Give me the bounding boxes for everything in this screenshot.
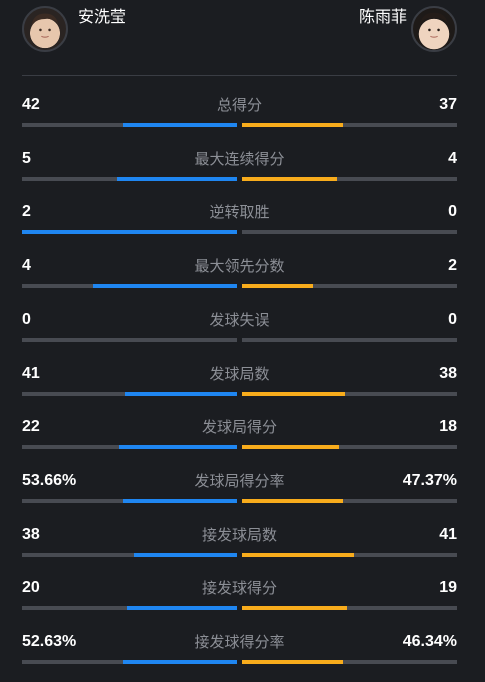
player-left-avatar[interactable] (22, 6, 68, 52)
stat-right-value: 47.37% (402, 472, 457, 489)
stat-right-bar-track (242, 499, 457, 503)
stat-right-value: 37 (439, 96, 457, 113)
header-divider (22, 75, 457, 76)
stat-left-value: 42 (22, 96, 40, 113)
player-photo-icon (31, 13, 59, 38)
stat-row: 41 发球局数 38 (22, 364, 457, 400)
stat-right-bar-fill (242, 177, 337, 181)
stat-left-bar-fill (123, 499, 237, 503)
stat-left-value: 4 (22, 257, 31, 274)
stat-row: 52.63% 接发球得分率 46.34% (22, 632, 457, 668)
stat-right-bar-fill (242, 284, 313, 288)
stat-right-value: 38 (439, 365, 457, 382)
stat-row: 2 逆转取胜 0 (22, 202, 457, 238)
stat-right-bar-track (242, 230, 457, 234)
stat-left-bar-fill (118, 445, 237, 449)
stat-label: 发球失误 (209, 311, 270, 329)
stat-right-bar-track (242, 392, 457, 396)
match-header: 安洗莹 陈雨菲 (0, 0, 485, 76)
stat-left-bar-fill (133, 553, 237, 557)
stat-left-bar-fill (116, 177, 237, 181)
stat-left-bar-track (22, 123, 237, 127)
player-right-avatar[interactable] (411, 6, 457, 52)
stat-right-bar-fill (242, 392, 346, 396)
stat-right-value: 0 (448, 203, 457, 220)
stat-label: 发球局得分率 (194, 472, 285, 490)
stat-left-value: 38 (22, 526, 40, 543)
stat-left-bar-fill (123, 123, 237, 127)
stat-left-bar-fill (127, 606, 237, 610)
stat-row: 20 接发球得分 19 (22, 578, 457, 614)
stat-row: 0 发球失误 0 (22, 310, 457, 346)
stat-right-value: 2 (448, 257, 457, 274)
stat-right-bar-track (242, 177, 457, 181)
stat-left-bar-track (22, 284, 237, 288)
stat-left-value: 52.63% (22, 633, 77, 650)
player-photo-icon (419, 12, 449, 38)
stat-left-bar-track (22, 392, 237, 396)
stat-right-value: 41 (439, 526, 457, 543)
stat-label: 接发球得分 (201, 579, 277, 597)
stat-label: 发球局数 (209, 365, 270, 383)
stat-right-bar-track (242, 284, 457, 288)
stat-row: 53.66% 发球局得分率 47.37% (22, 471, 457, 507)
stat-right-bar-fill (242, 445, 339, 449)
stat-left-bar-track (22, 338, 237, 342)
stat-label: 接发球局数 (201, 526, 277, 544)
stat-left-value: 53.66% (22, 472, 77, 489)
stat-right-bar-track (242, 553, 457, 557)
stat-right-value: 4 (448, 150, 457, 167)
stat-right-bar-fill (242, 499, 344, 503)
stat-left-bar-track (22, 445, 237, 449)
stat-right-bar-fill (242, 553, 354, 557)
stat-label: 接发球得分率 (194, 633, 285, 651)
stat-left-bar-track (22, 230, 237, 234)
stat-right-bar-track (242, 338, 457, 342)
stat-label: 总得分 (216, 96, 262, 114)
stat-right-bar-fill (242, 123, 344, 127)
player-left-name: 安洗莹 (78, 7, 127, 26)
stat-left-bar-track (22, 660, 237, 664)
stat-left-bar-fill (125, 392, 237, 396)
stat-left-bar-track (22, 177, 237, 181)
stat-left-bar-track (22, 606, 237, 610)
stat-right-bar-fill (242, 660, 344, 664)
stat-left-value: 22 (22, 418, 40, 435)
stat-row: 5 最大连续得分 4 (22, 149, 457, 185)
stat-left-bar-fill (22, 230, 237, 234)
stat-right-value: 0 (448, 311, 457, 328)
stat-left-value: 20 (22, 579, 40, 596)
stat-right-value: 46.34% (402, 633, 457, 650)
stat-row: 4 最大领先分数 2 (22, 256, 457, 292)
stat-label: 逆转取胜 (209, 203, 270, 221)
stat-row: 42 总得分 37 (22, 95, 457, 131)
stat-label: 发球局得分 (201, 418, 277, 436)
stat-right-value: 19 (439, 579, 457, 596)
stat-left-bar-fill (92, 284, 237, 288)
stat-row: 38 接发球局数 41 (22, 525, 457, 561)
stat-left-bar-fill (123, 660, 237, 664)
stat-row: 22 发球局得分 18 (22, 417, 457, 453)
stat-left-value: 5 (22, 150, 31, 167)
stat-right-bar-track (242, 445, 457, 449)
stat-left-bar-track (22, 499, 237, 503)
stat-left-value: 41 (22, 365, 40, 382)
stat-left-value: 0 (22, 311, 31, 328)
stat-right-bar-track (242, 123, 457, 127)
stat-label: 最大连续得分 (194, 150, 285, 168)
player-right-name: 陈雨菲 (358, 7, 407, 26)
stat-right-bar-fill (242, 606, 348, 610)
stat-right-bar-track (242, 660, 457, 664)
stat-left-bar-track (22, 553, 237, 557)
stat-label: 最大领先分数 (194, 257, 285, 275)
stat-right-bar-track (242, 606, 457, 610)
stat-left-value: 2 (22, 203, 31, 220)
stat-right-value: 18 (439, 418, 457, 435)
